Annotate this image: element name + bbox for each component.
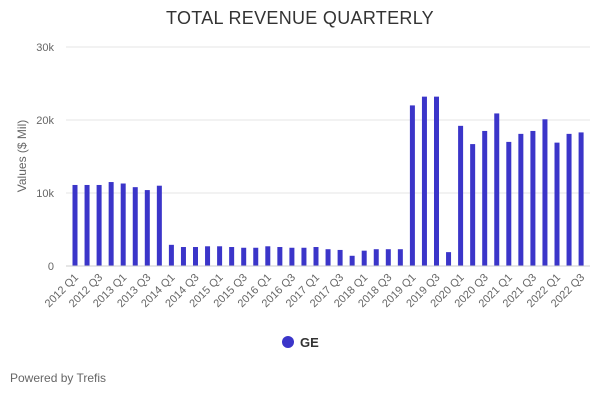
bar[interactable] [180, 247, 186, 266]
bar[interactable] [554, 142, 560, 266]
bar[interactable] [373, 249, 379, 266]
bar[interactable] [132, 187, 138, 266]
bar[interactable] [168, 244, 174, 266]
bar[interactable] [96, 184, 102, 266]
bar[interactable] [217, 246, 223, 266]
bar[interactable] [421, 96, 427, 266]
bar[interactable] [385, 249, 391, 266]
bar[interactable] [518, 133, 524, 266]
bar[interactable] [301, 247, 307, 266]
bar[interactable] [530, 130, 536, 266]
bar[interactable] [494, 113, 500, 267]
bar[interactable] [470, 144, 476, 266]
bar[interactable] [397, 249, 403, 266]
bar[interactable] [446, 252, 452, 266]
bar[interactable] [361, 250, 367, 266]
bar[interactable] [144, 190, 150, 266]
bar[interactable] [205, 246, 211, 266]
powered-by-footer[interactable]: Powered by Trefis [10, 371, 107, 385]
bar[interactable] [265, 246, 271, 266]
bar[interactable] [458, 125, 464, 266]
bar[interactable] [325, 249, 331, 266]
bar[interactable] [108, 182, 114, 266]
bar[interactable] [349, 255, 355, 266]
legend[interactable]: GE [282, 335, 319, 350]
bars [72, 96, 584, 267]
legend-label-ge: GE [300, 335, 319, 350]
bar[interactable] [253, 247, 259, 266]
y-tick-label: 20k [36, 115, 54, 127]
bar[interactable] [482, 130, 488, 266]
y-tick-label: 0 [48, 261, 54, 273]
bar[interactable] [542, 119, 548, 267]
chart-title: TOTAL REVENUE QUARTERLY [166, 8, 434, 28]
bar[interactable] [578, 132, 584, 266]
bar[interactable] [241, 247, 247, 266]
bar[interactable] [120, 183, 126, 266]
bar[interactable] [84, 184, 90, 266]
y-axis-label: Values ($ Mil) [15, 120, 29, 192]
y-tick-label: 30k [36, 42, 54, 54]
bar[interactable] [566, 133, 572, 266]
gridlines [66, 46, 590, 194]
y-tick-label: 10k [36, 188, 54, 200]
bar[interactable] [506, 141, 512, 266]
bar[interactable] [72, 184, 78, 266]
y-axis-ticks: 0 10k 20k 30k [36, 42, 54, 273]
bar[interactable] [434, 96, 439, 266]
bar[interactable] [313, 247, 319, 266]
bar[interactable] [409, 105, 415, 267]
bar[interactable] [289, 247, 295, 266]
bar[interactable] [193, 247, 198, 266]
bar[interactable] [229, 247, 235, 266]
legend-marker-ge [282, 336, 294, 348]
bar[interactable] [277, 247, 283, 266]
bar[interactable] [156, 185, 162, 266]
bar[interactable] [337, 249, 343, 266]
